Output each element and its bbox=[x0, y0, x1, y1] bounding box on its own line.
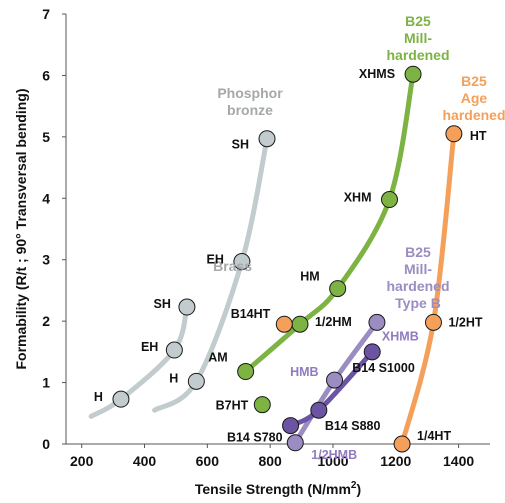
series-1-line bbox=[152, 136, 270, 413]
y-tick-label: 0 bbox=[42, 436, 50, 452]
series-1-point-0-label: H bbox=[169, 371, 178, 385]
series-2-point-0 bbox=[237, 363, 255, 381]
series-3-point-0-label: 1/4HT bbox=[417, 429, 451, 443]
x-tick-label: 600 bbox=[196, 453, 220, 469]
series-5-point-1 bbox=[310, 401, 328, 419]
series-3-point-1 bbox=[424, 313, 442, 331]
series-0-point-2 bbox=[178, 298, 196, 316]
series-2-group-label: hardened bbox=[386, 47, 449, 63]
x-tick-label: 1400 bbox=[443, 453, 474, 469]
y-tick-label: 7 bbox=[42, 6, 50, 22]
x-tick-label: 200 bbox=[70, 453, 94, 469]
series-3-point-2 bbox=[445, 125, 463, 143]
series-3-group-label: Age bbox=[461, 90, 488, 106]
series-5-point-0-label: B14 S780 bbox=[227, 431, 283, 445]
x-tick-label: 1200 bbox=[380, 453, 411, 469]
series-5-point-2-label: B14 S1000 bbox=[352, 361, 415, 375]
x-tick-label: 400 bbox=[133, 453, 157, 469]
series-2-group-label: B25 bbox=[405, 13, 431, 29]
series-0-point-0 bbox=[112, 390, 130, 408]
labels: Tensile Strength (N/mm2)Formability (R/t… bbox=[13, 13, 505, 497]
series-2-point-3-label: XHM bbox=[344, 191, 372, 205]
series-5-point-0 bbox=[282, 417, 300, 435]
x-axis-title-sup: 2 bbox=[351, 480, 357, 491]
series-7-point-0-label: B14HT bbox=[231, 307, 271, 321]
series-2-point-1 bbox=[291, 315, 309, 333]
series-2-point-0-label: AM bbox=[208, 351, 227, 365]
series-3-group-label: B25 bbox=[461, 73, 487, 89]
series-2-point-2-label: HM bbox=[300, 270, 319, 284]
series-3-group-label: hardened bbox=[442, 107, 505, 123]
series-1-group-label: bronze bbox=[227, 102, 273, 118]
y-tick-label: 5 bbox=[42, 129, 50, 145]
y-axis-title: Formability (R/t ; 90° Transversal bendi… bbox=[13, 89, 29, 370]
series-1-point-0 bbox=[187, 372, 205, 390]
series-2-point-1-label: 1/2HM bbox=[315, 315, 352, 329]
series-0-point-2-label: SH bbox=[154, 297, 171, 311]
series-0-point-1 bbox=[165, 341, 183, 359]
series-4-point-1-label: HMB bbox=[290, 365, 318, 379]
x-axis-title-text: Tensile Strength (N/mm bbox=[195, 481, 351, 497]
x-tick-label: 800 bbox=[258, 453, 282, 469]
series-6-point-0 bbox=[253, 396, 271, 414]
series-1-point-1-label: EH bbox=[207, 253, 224, 267]
series-0-point-1-label: EH bbox=[141, 340, 158, 354]
series-2-point-2 bbox=[329, 280, 347, 298]
series-2-group-label: Mill- bbox=[404, 30, 432, 46]
y-tick-label: 1 bbox=[42, 375, 50, 391]
series-4-point-0 bbox=[286, 434, 304, 452]
series-5-point-2 bbox=[363, 343, 381, 361]
y-tick-label: 6 bbox=[42, 67, 50, 83]
series-2-point-4 bbox=[404, 65, 422, 83]
series-1-point-2-label: SH bbox=[232, 138, 249, 152]
series-3-point-0 bbox=[393, 435, 411, 453]
series-5-point-1-label: B14 S880 bbox=[325, 419, 381, 433]
x-axis-title-close: ) bbox=[356, 481, 361, 497]
series-1-point-1 bbox=[233, 253, 251, 271]
y-tick-label: 4 bbox=[42, 190, 50, 206]
series-4-point-0-label: 1/2HMB bbox=[311, 448, 357, 462]
series-3-point-1-label: 1/2HT bbox=[448, 315, 482, 329]
series-4-group-label: Type B bbox=[395, 295, 441, 311]
y-tick-label: 3 bbox=[42, 252, 50, 268]
series-lines bbox=[88, 71, 457, 447]
x-tick-label: 1000 bbox=[317, 453, 348, 469]
series-1-point-2 bbox=[258, 130, 276, 148]
series-4-point-1 bbox=[326, 371, 344, 389]
series-points bbox=[112, 65, 463, 453]
x-axis-title: Tensile Strength (N/mm2) bbox=[195, 480, 361, 497]
series-0-line bbox=[88, 304, 190, 419]
series-2-point-4-label: XHMS bbox=[359, 67, 395, 81]
series-6-point-0-label: B7HT bbox=[216, 399, 249, 413]
series-2-point-3 bbox=[380, 191, 398, 209]
series-4-group-label: Mill- bbox=[404, 261, 432, 277]
series-4-point-2 bbox=[368, 313, 386, 331]
series-1-group-label: Phosphor bbox=[217, 85, 283, 101]
y-tick-label: 2 bbox=[42, 313, 50, 329]
series-4-point-2-label: XHMB bbox=[382, 329, 419, 343]
axes: 200 400 600 800 1000 1200 1400 0 1 2 3 4 5 6 7 bbox=[42, 6, 490, 469]
series-0-point-0-label: H bbox=[94, 390, 103, 404]
series-3-point-2-label: HT bbox=[470, 129, 487, 143]
series-7-point-0 bbox=[275, 315, 293, 333]
series-4-group-label: B25 bbox=[405, 244, 431, 260]
series-2-line bbox=[243, 71, 416, 375]
series-4-group-label: hardened bbox=[386, 278, 449, 294]
series-0-group-label: Brass bbox=[213, 258, 252, 274]
